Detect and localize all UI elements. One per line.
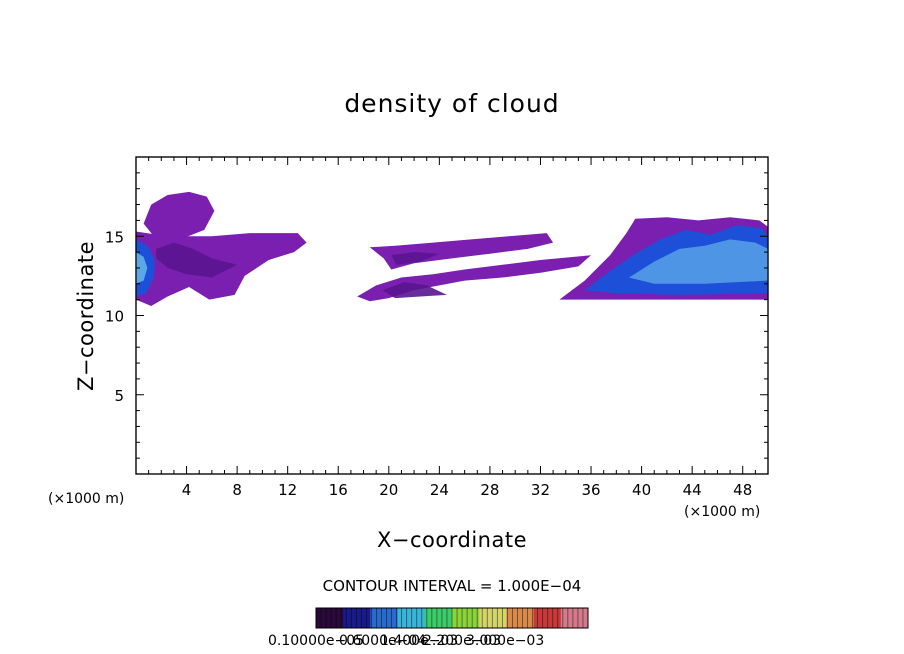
x-axis-title: X−coordinate [377, 528, 527, 552]
colorbar [315, 607, 589, 629]
right-cloud-core-light [629, 239, 768, 284]
colorbar-label: 3.000e−03 [466, 633, 544, 649]
colorbar-segment [424, 608, 453, 628]
x-unit-label-left: (×1000 m) [48, 491, 124, 507]
chart-title: density of cloud [344, 89, 559, 118]
left-cloud-upper [143, 191, 215, 240]
plot-area [135, 156, 769, 475]
x-unit-label-right: (×1000 m) [684, 504, 760, 520]
x-tick-label: 4 [182, 481, 192, 499]
colorbar-segment [560, 608, 589, 628]
y-tick-label: 10 [105, 308, 124, 326]
x-tick-labels: 4 8 12 16 20 24 28 32 36 40 44 48 [182, 481, 752, 499]
colorbar-segment [370, 608, 399, 628]
colorbar-label: 1.400e−03 [380, 633, 458, 649]
plot-frame [135, 156, 769, 475]
x-tick-label: 36 [581, 481, 600, 499]
y-axis-title: Z−coordinate [74, 241, 98, 391]
x-tick-label: 48 [733, 481, 752, 499]
x-tick-label: 8 [232, 481, 242, 499]
colorbar-label: 2.200e−03 [423, 633, 501, 649]
contour-interval: CONTOUR INTERVAL = 1.000E−04 [323, 577, 582, 595]
plot-frame-border [135, 156, 769, 475]
mid-cloud-upper-dark [391, 252, 440, 265]
x-tick-label: 16 [329, 481, 348, 499]
y-tick-label: 15 [105, 228, 124, 246]
colorbar-segment [506, 608, 535, 628]
x-tick-label: 32 [531, 481, 550, 499]
left-cloud-dark [156, 242, 238, 278]
colorbar-label-min: 0.10000e−05 [268, 633, 364, 649]
x-tick-label: 24 [430, 481, 449, 499]
colorbar-label: 0.6000e−04 [339, 633, 426, 649]
colorbar-frame [315, 607, 589, 629]
x-tick-label: 40 [632, 481, 651, 499]
mid-cloud-lower-dark [382, 282, 447, 299]
axis-ticks [136, 157, 768, 474]
colorbar-segment [479, 608, 507, 628]
x-tick-label: 12 [278, 481, 297, 499]
x-tick-label: 44 [683, 481, 702, 499]
colorbar-segment [316, 608, 344, 628]
x-tick-label: 20 [379, 481, 398, 499]
cloud-regions [136, 191, 768, 306]
left-cloud-core-light [136, 252, 148, 284]
y-tick-labels: 5 10 15 [105, 228, 124, 405]
y-tick-label: 5 [114, 387, 124, 405]
colorbar-labels: 0.10000e−05 0.6000e−041.400e−032.200e−03… [268, 633, 544, 649]
colorbar-segment [343, 608, 371, 628]
x-tick-label: 28 [480, 481, 499, 499]
colorbar-segment [452, 608, 480, 628]
